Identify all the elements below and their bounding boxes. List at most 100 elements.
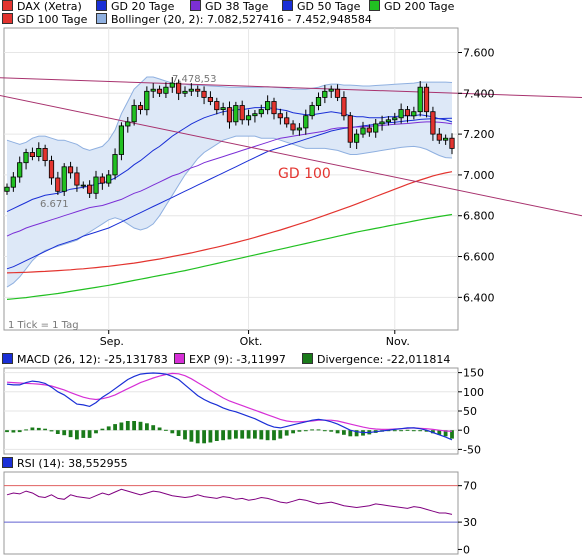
legend-swatch-bollinger — [96, 13, 107, 24]
divergence-bar — [202, 430, 206, 444]
divergence-bar — [30, 427, 35, 431]
bollinger-upper-line — [6, 76, 453, 151]
divergence-bar — [431, 430, 435, 434]
legend-item-gd20: GD 20 Tage — [96, 0, 174, 13]
candle-body — [61, 166, 67, 192]
candle-body — [156, 88, 163, 94]
candle-body — [245, 115, 252, 121]
legend-item-divergence: Divergence: -22,011814 — [302, 353, 450, 366]
candle-body — [182, 90, 188, 94]
divergence-bar — [322, 430, 327, 432]
candle-body — [67, 166, 74, 174]
divergence-bar — [259, 430, 264, 440]
macd-ytick-label: 150 — [463, 367, 484, 380]
candle-body — [417, 86, 423, 113]
legend-label-gd100: GD 100 Tage — [17, 13, 88, 26]
legend-label-gd38: GD 38 Tage — [205, 0, 269, 13]
price-y-axis: 6.400 6.600 6.800 7.000 7.200 7.400 7.600 — [458, 46, 495, 304]
candle-body — [55, 177, 61, 192]
legend-item-gd200: GD 200 Tage — [369, 0, 454, 13]
legend-swatch-macd — [2, 353, 13, 364]
legend-label-exp: EXP (9): -3,11997 — [189, 353, 286, 366]
divergence-bar — [49, 430, 54, 432]
divergence-bar — [119, 422, 124, 431]
candle-body — [220, 107, 226, 110]
divergence-bar — [183, 430, 187, 440]
rsi-plot-area — [4, 485, 458, 523]
divergence-bar — [195, 430, 200, 444]
candle-body — [353, 133, 360, 143]
macd-ytick-label: 0 — [463, 424, 470, 437]
candle-body — [233, 105, 239, 123]
candle-body — [144, 90, 150, 111]
candle-body — [442, 137, 449, 141]
divergence-bar — [284, 430, 289, 436]
rsi-ytick-label: 70 — [463, 480, 477, 493]
divergence-bar — [189, 430, 194, 442]
price-plot-area — [0, 76, 582, 300]
divergence-bar — [55, 430, 60, 434]
candle-body — [373, 123, 379, 133]
tick-note: 1 Tick = 1 Tag — [8, 320, 79, 331]
macd-ytick-label: -50 — [463, 443, 481, 456]
candle-body — [334, 88, 341, 98]
legend-swatch-dax — [2, 0, 13, 11]
price-ytick-label: 7.400 — [463, 87, 495, 100]
exp-line — [6, 372, 453, 432]
candle-body — [258, 109, 264, 115]
legend-item-dax: DAX (Xetra) — [2, 0, 82, 13]
price-xtick-label: Nov. — [386, 335, 410, 348]
candle-body — [99, 176, 105, 184]
divergence-bar — [392, 430, 397, 432]
candle-body — [207, 97, 213, 102]
divergence-bar — [151, 425, 156, 431]
divergence-bar — [437, 430, 442, 435]
low-annotation: 6.671 — [40, 199, 69, 210]
legend-label-rsi: RSI (14): 38,552955 — [17, 457, 128, 470]
candle-body — [125, 121, 131, 127]
divergence-bar — [11, 430, 16, 433]
divergence-bar — [125, 421, 130, 431]
price-ytick-label: 7.200 — [463, 128, 495, 141]
divergence-bar — [240, 430, 245, 439]
divergence-bar — [214, 430, 219, 441]
candle-body — [252, 113, 258, 117]
candle-body — [315, 97, 322, 107]
price-ytick-label: 6.400 — [463, 291, 495, 304]
candle-body — [93, 176, 99, 194]
divergence-bar — [17, 430, 22, 433]
divergence-bar — [443, 430, 448, 437]
rsi-y-axis: 0 30 70 — [458, 480, 477, 556]
legend-item-rsi: RSI (14): 38,552955 — [2, 457, 128, 470]
candle-body — [449, 137, 455, 149]
legend-item-gd38: GD 38 Tage — [190, 0, 268, 13]
candle-body — [118, 125, 124, 155]
divergence-bar — [424, 430, 429, 432]
divergence-bar — [329, 430, 334, 432]
divergence-bar — [43, 428, 47, 431]
divergence-bar — [36, 427, 41, 431]
candle-body — [214, 101, 220, 111]
candle-body — [239, 105, 245, 121]
candle-body — [328, 88, 334, 92]
candle-body — [17, 162, 23, 178]
candle-body — [322, 90, 328, 98]
candle-body — [284, 117, 290, 125]
divergence-bar — [291, 430, 295, 434]
price-ytick-label: 6.600 — [463, 251, 495, 264]
candle-body — [112, 154, 118, 176]
candle-body — [271, 101, 277, 115]
legend-swatch-gd20 — [96, 0, 107, 11]
macd-y-axis: -50 0 50 100 150 — [458, 367, 484, 456]
candle-body — [392, 117, 398, 121]
legend-swatch-gd50 — [282, 0, 293, 11]
legend-swatch-exp — [174, 353, 185, 364]
candle-body — [150, 88, 156, 92]
candle-body — [87, 184, 93, 194]
divergence-bar — [253, 430, 257, 439]
candle-body — [131, 105, 137, 123]
candle-body — [303, 115, 309, 129]
legend-label-macd: MACD (26, 12): -25,131783 — [17, 353, 168, 366]
trendline-0 — [0, 77, 582, 98]
price-xtick-label: Sep. — [100, 335, 124, 348]
